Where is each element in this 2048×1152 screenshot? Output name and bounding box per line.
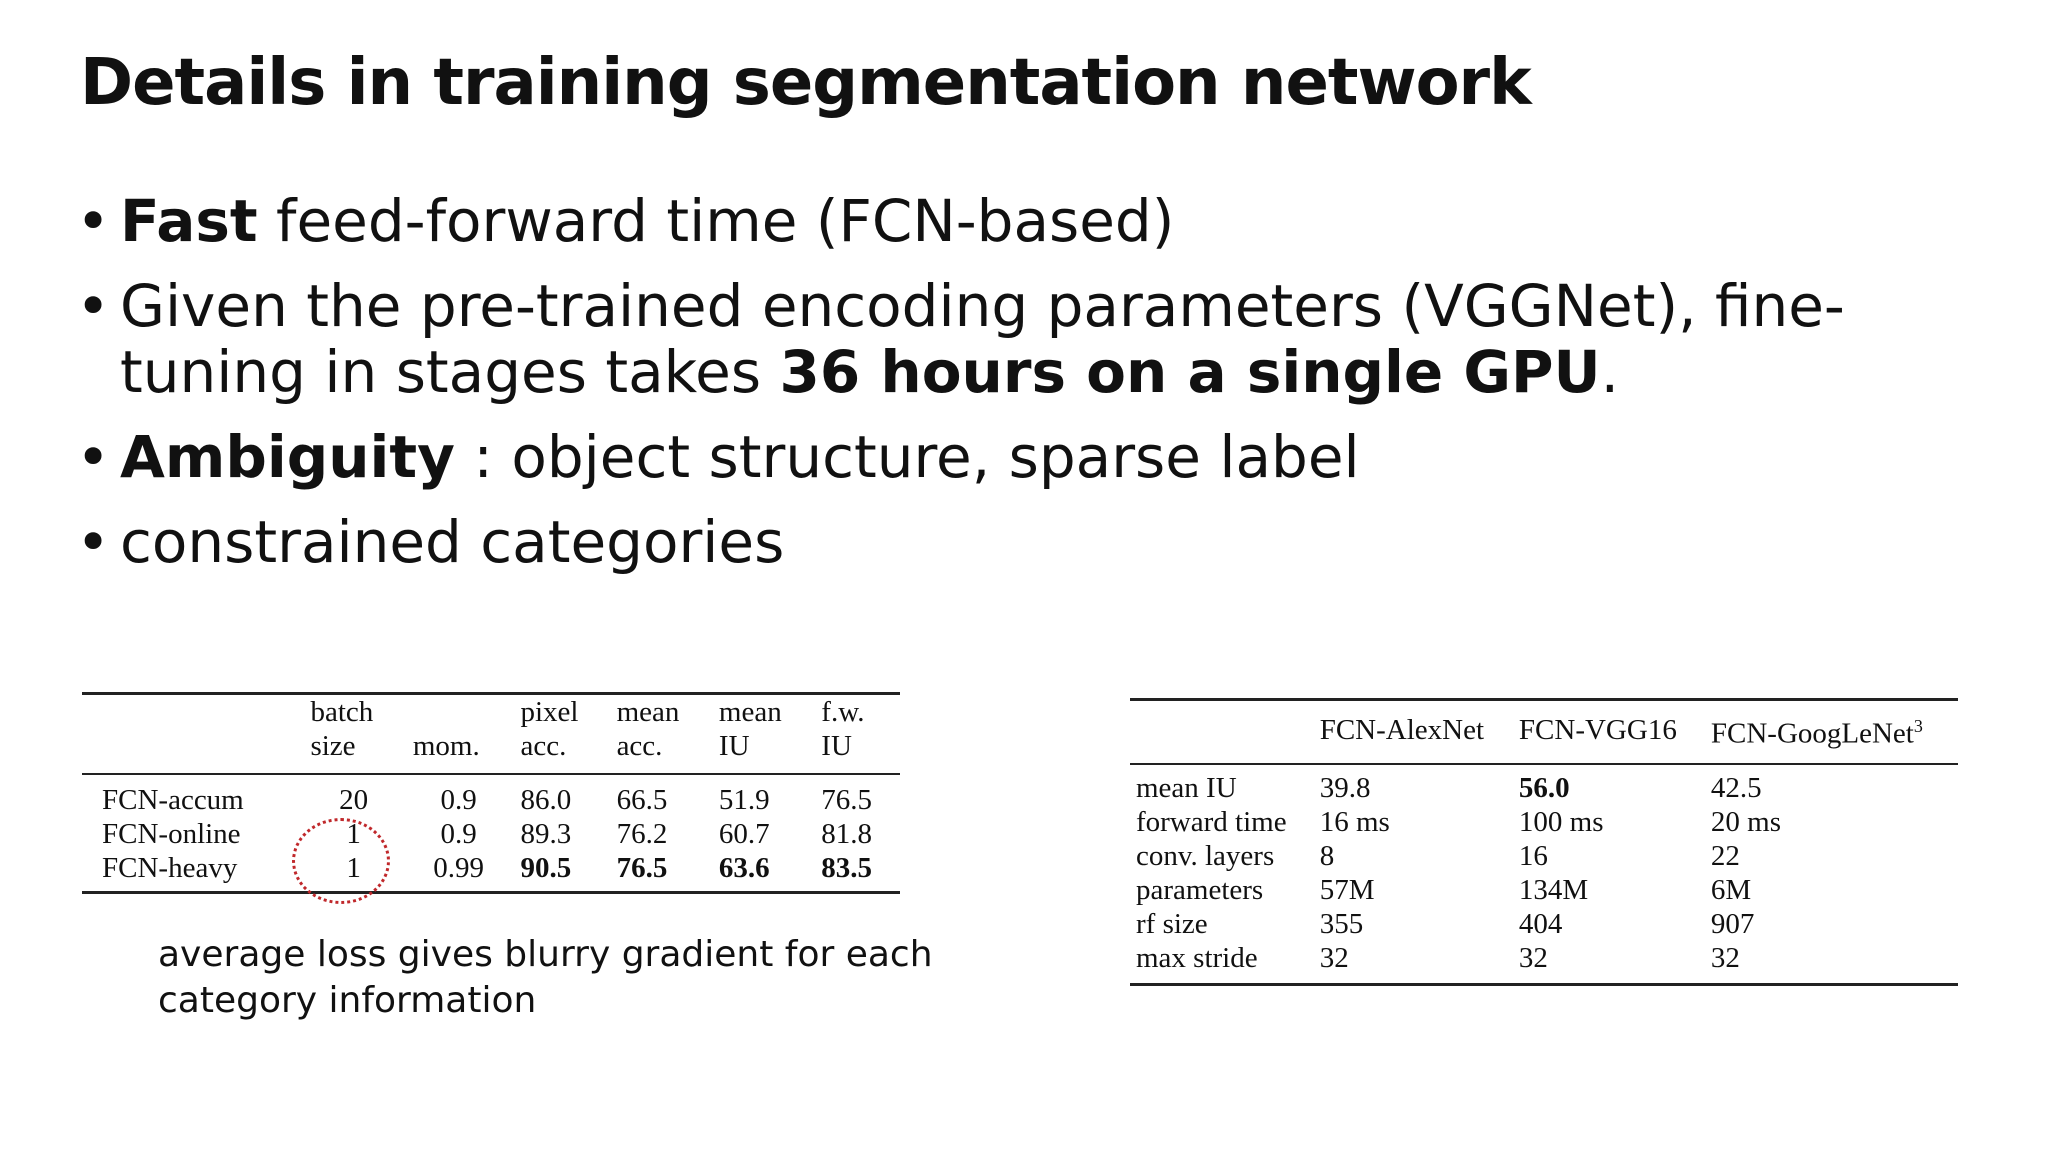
table-cell: 63.6 xyxy=(718,852,770,884)
model-table-body: mean IU 39.8 56.0 42.5 forward time 16 ms 100 … xyxy=(1130,764,1958,985)
table-cell: 16 ms xyxy=(1319,805,1390,838)
table-row: mean IU 39.8 56.0 42.5 xyxy=(1130,764,1958,805)
model-comparison-table: FCN-AlexNet FCN-VGG16 FCN-GoogLeNet3 mean … xyxy=(1130,698,1958,986)
bullet-item: • constrained categories xyxy=(76,509,1976,575)
row-header: FCN-accum xyxy=(102,784,244,816)
column-header: FCN-VGG16 xyxy=(1518,713,1677,746)
table-cell: 32 xyxy=(1710,941,1740,974)
column-header-line1: mean xyxy=(718,696,782,728)
bullet-item: • Ambiguity : object structure, sparse la… xyxy=(76,424,1976,490)
footnote-marker: 3 xyxy=(1913,716,1923,736)
table-cell: 56.0 xyxy=(1518,771,1570,804)
bullet-dot: • xyxy=(76,508,111,576)
bullet-text-bold: 36 hours on a single GPU xyxy=(779,338,1601,406)
column-header-line1: f.w. xyxy=(821,696,865,728)
column-header-line2 xyxy=(82,729,302,774)
table-row: parameters 57M 134M 6M xyxy=(1130,873,1958,907)
column-header: FCN-AlexNet xyxy=(1319,713,1485,746)
table-cell: 404 xyxy=(1518,907,1563,940)
column-header-line2: acc. xyxy=(520,730,567,762)
table-cell: 89.3 xyxy=(520,818,572,850)
table-cell: 51.9 xyxy=(718,784,770,816)
bullet-item: • Given the pre-trained encoding paramete… xyxy=(76,273,1976,405)
table-cell: 32 xyxy=(1518,941,1548,974)
row-header: mean IU xyxy=(1136,771,1237,804)
model-comparison-table-figure: FCN-AlexNet FCN-VGG16 FCN-GoogLeNet3 mean … xyxy=(1130,698,1958,986)
table-cell: 0.9 xyxy=(440,784,477,816)
table-row: max stride 32 32 32 xyxy=(1130,941,1958,985)
table-cell: 16 xyxy=(1518,839,1548,872)
bullet-dot: • xyxy=(76,423,111,491)
table-cell: 83.5 xyxy=(821,852,873,884)
bullet-text: . xyxy=(1600,338,1620,406)
batch-size-highlight-circle xyxy=(292,818,390,904)
bullet-text-bold: Ambiguity xyxy=(120,423,455,491)
column-header-line1 xyxy=(82,694,302,730)
bullet-dot: • xyxy=(76,187,111,255)
bullet-item: • Fast feed-forward time (FCN-based) xyxy=(76,188,1976,254)
table-cell: 57M xyxy=(1319,873,1375,906)
table-cell: 355 xyxy=(1319,907,1364,940)
column-header-line2: size xyxy=(310,730,356,762)
table-cell: 90.5 xyxy=(520,852,572,884)
row-header: FCN-online xyxy=(102,818,241,850)
bullet-text-bold: Fast xyxy=(120,187,258,255)
column-header-line2: acc. xyxy=(616,730,663,762)
column-header-line1: pixel xyxy=(520,696,579,728)
table-row: FCN-heavy 1 0.99 90.5 76.5 63.6 83.5 xyxy=(82,851,900,893)
table-note: average loss gives blurry gradient for e… xyxy=(158,934,933,1021)
column-header-line1: batch xyxy=(310,696,374,728)
column-header-line1: mean xyxy=(616,696,680,728)
column-header-line2: IU xyxy=(718,730,750,762)
table-cell: 76.2 xyxy=(616,818,668,850)
row-header: forward time xyxy=(1136,805,1287,838)
column-header xyxy=(1130,700,1314,764)
bullet-dot: • xyxy=(76,272,111,340)
bullet-list: • Fast feed-forward time (FCN-based) • Give… xyxy=(76,188,1976,594)
column-header: FCN-GoogLeNet3 xyxy=(1710,716,1923,750)
column-header-line1 xyxy=(405,694,513,730)
row-header: FCN-heavy xyxy=(102,852,238,884)
table-row: FCN-accum 20 0.9 86.0 66.5 51.9 76.5 xyxy=(82,774,900,817)
table-row: rf size 355 404 907 xyxy=(1130,907,1958,941)
table-cell: 134M xyxy=(1518,873,1589,906)
row-header: rf size xyxy=(1136,907,1208,940)
table-cell: 6M xyxy=(1710,873,1752,906)
training-table-header: batch pixel mean mean f.w. size mom. acc. acc. I… xyxy=(82,693,900,774)
table-cell: 76.5 xyxy=(616,852,668,884)
table-cell: 60.7 xyxy=(718,818,770,850)
table-cell: 8 xyxy=(1319,839,1335,872)
row-header: conv. layers xyxy=(1136,839,1275,872)
bullet-text: constrained categories xyxy=(120,508,785,576)
bullet-text: : object structure, sparse label xyxy=(454,423,1360,491)
table-cell: 32 xyxy=(1319,941,1349,974)
table-cell: 66.5 xyxy=(616,784,668,816)
training-results-table-figure: batch pixel mean mean f.w. size mom. acc. acc. I… xyxy=(82,692,900,904)
table-cell: 76.5 xyxy=(821,784,873,816)
model-table-header: FCN-AlexNet FCN-VGG16 FCN-GoogLeNet3 xyxy=(1130,699,1958,764)
table-cell: 86.0 xyxy=(520,784,572,816)
table-cell: 81.8 xyxy=(821,818,873,850)
row-header: parameters xyxy=(1136,873,1264,906)
bullet-text: Given the pre-trained encoding parameter… xyxy=(120,272,1845,406)
column-header-line2: IU xyxy=(821,730,852,762)
table-row: forward time 16 ms 100 ms 20 ms xyxy=(1130,805,1958,839)
bullet-text: feed-forward time (FCN-based) xyxy=(257,187,1175,255)
row-header: max stride xyxy=(1136,941,1258,974)
slide-title: Details in training segmentation network xyxy=(80,46,1532,120)
table-cell: 20 xyxy=(339,784,369,816)
training-results-table: batch pixel mean mean f.w. size mom. acc. acc. I… xyxy=(82,692,900,894)
training-table-body: FCN-accum 20 0.9 86.0 66.5 51.9 76.5 FCN-online… xyxy=(82,774,900,893)
table-cell: 39.8 xyxy=(1319,771,1371,804)
table-cell: 42.5 xyxy=(1710,771,1762,804)
table-row: conv. layers 8 16 22 xyxy=(1130,839,1958,873)
table-cell: 20 ms xyxy=(1710,805,1781,838)
table-cell: 100 ms xyxy=(1518,805,1604,838)
column-header-line2: mom. xyxy=(412,730,480,762)
table-row: FCN-online 1 0.9 89.3 76.2 60.7 81.8 xyxy=(82,817,900,851)
table-cell: 0.9 xyxy=(440,818,477,850)
table-cell: 0.99 xyxy=(433,852,485,884)
table-cell: 22 xyxy=(1710,839,1740,872)
table-cell: 907 xyxy=(1710,907,1755,940)
